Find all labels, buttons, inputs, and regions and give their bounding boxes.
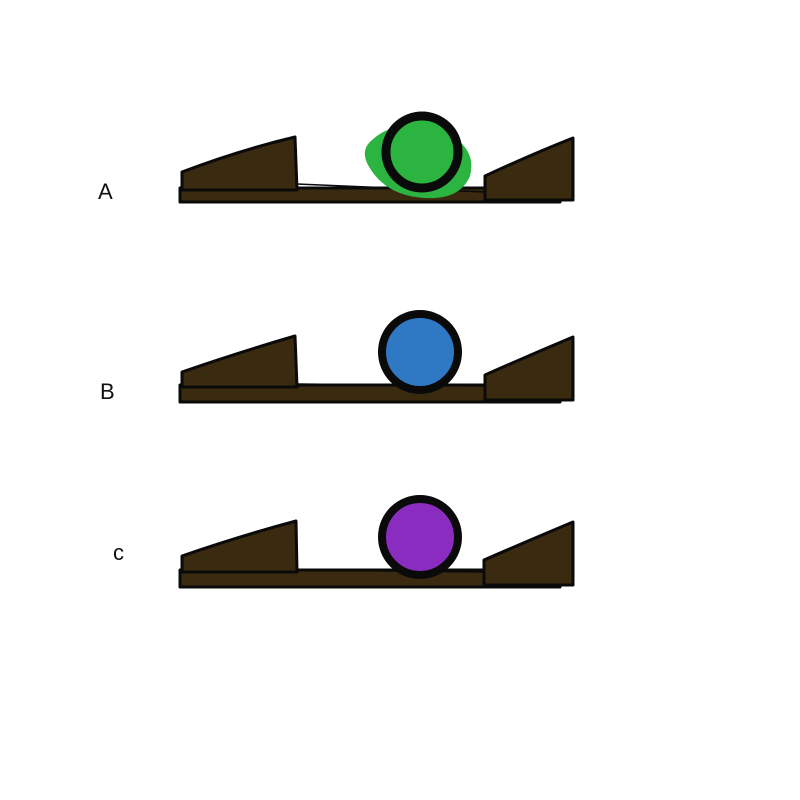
panel-label: c	[113, 540, 124, 565]
track	[178, 519, 575, 589]
panel-label: A	[98, 179, 113, 204]
ball	[381, 111, 463, 193]
panel-a: A	[98, 111, 575, 204]
track	[178, 334, 575, 404]
panel-b: B	[100, 310, 575, 404]
ball-a	[364, 111, 472, 199]
ball-b	[378, 310, 462, 394]
left-ramp	[180, 519, 299, 574]
ball-c	[378, 495, 462, 579]
right-ramp	[483, 136, 575, 202]
right-ramp	[483, 335, 575, 402]
track	[178, 135, 575, 204]
panel-c: c	[113, 495, 575, 589]
left-ramp	[180, 334, 299, 389]
panel-label: B	[100, 379, 115, 404]
right-ramp	[482, 520, 575, 587]
left-ramp	[180, 135, 299, 192]
